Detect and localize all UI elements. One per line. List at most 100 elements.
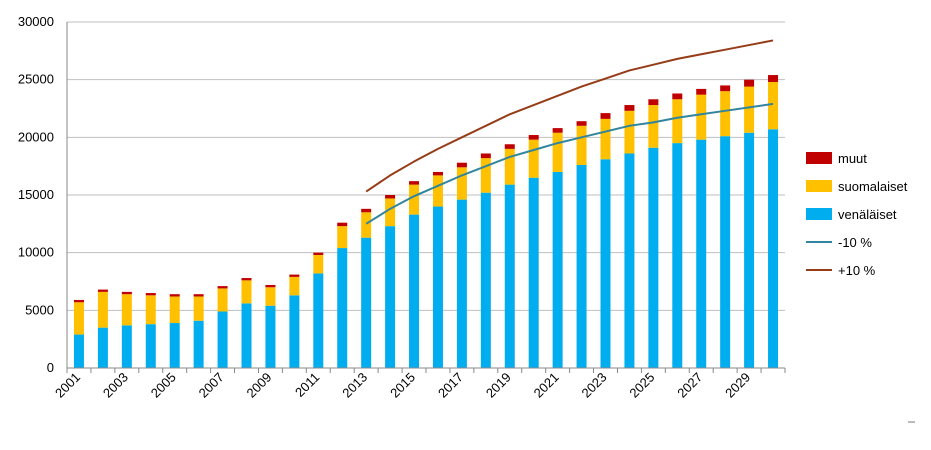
bar-suomalaiset: [720, 91, 731, 137]
bar-suomalaiset: [289, 276, 300, 296]
line-minus-10: [365, 102, 774, 225]
bar-muut: [768, 75, 779, 82]
bar-suomalaiset: [169, 296, 180, 324]
bar-muut: [265, 284, 276, 288]
bar-ven-l-iset: [289, 295, 300, 368]
bar-ven-l-iset: [504, 184, 515, 368]
bar-ven-l-iset: [648, 147, 659, 368]
x-tick-label: 2015: [387, 370, 418, 401]
x-tick-label: 2025: [626, 370, 657, 401]
legend: muut suomalaiset venäläiset -10 % +10 %: [806, 151, 908, 278]
bar-suomalaiset: [217, 288, 228, 312]
x-tick-label: 2009: [243, 370, 274, 401]
y-tick-label: 30000: [18, 14, 54, 29]
bar-muut: [576, 121, 587, 126]
bar-muut: [313, 252, 324, 255]
bar-muut: [385, 195, 396, 199]
line-plus-10: [365, 39, 774, 193]
bar-ven-l-iset: [600, 159, 611, 368]
y-tick-label: 5000: [25, 302, 54, 317]
bar-ven-l-iset: [768, 129, 779, 368]
legend-swatch: [806, 152, 832, 164]
bar-ven-l-iset: [313, 273, 324, 368]
bar-muut: [672, 93, 683, 100]
bar-muut: [241, 278, 252, 281]
bar-ven-l-iset: [193, 320, 204, 368]
bar-suomalaiset: [313, 254, 324, 274]
bar-muut: [409, 181, 420, 185]
bar-muut: [648, 99, 659, 106]
bar-suomalaiset: [361, 212, 372, 238]
bar-muut: [456, 162, 467, 168]
bar-muut: [744, 79, 755, 87]
bar-ven-l-iset: [480, 192, 491, 368]
bar-ven-l-iset: [361, 237, 372, 368]
y-tick-label: 10000: [18, 245, 54, 260]
axes: 0 5000 10000 15000 20000 25000 30000 2001 2003 20…: [18, 14, 786, 401]
bar-suomalaiset: [121, 294, 132, 326]
bar-muut: [169, 294, 180, 297]
bar-muut: [217, 286, 228, 289]
bar-suomalaiset: [265, 287, 276, 306]
bar-muut: [289, 274, 300, 277]
bar-muut: [337, 222, 348, 227]
bar-muut: [193, 294, 204, 297]
bar-suomalaiset: [337, 226, 348, 249]
x-tick-label: 2001: [52, 370, 83, 401]
bar-suomalaiset: [432, 175, 443, 207]
bar-suomalaiset: [648, 105, 659, 148]
y-tick-label: 0: [47, 360, 54, 375]
bar-ven-l-iset: [528, 177, 539, 368]
legend-label: -10 %: [838, 235, 872, 250]
bar-muut: [552, 128, 563, 133]
bar-muut: [432, 171, 443, 176]
bar-ven-l-iset: [385, 226, 396, 368]
bar-ven-l-iset: [696, 139, 707, 368]
bar-muut: [97, 289, 108, 292]
legend-label: muut: [838, 151, 867, 166]
y-tick-label: 20000: [18, 129, 54, 144]
bar-suomalaiset: [528, 139, 539, 178]
bar-ven-l-iset: [97, 327, 108, 368]
x-tick-label: 2005: [148, 370, 179, 401]
legend-label: suomalaiset: [838, 179, 908, 194]
bar-ven-l-iset: [432, 206, 443, 368]
bar-suomalaiset: [552, 132, 563, 172]
legend-swatch: [806, 208, 832, 220]
bar-suomalaiset: [600, 118, 611, 160]
bar-suomalaiset: [456, 167, 467, 200]
bar-ven-l-iset: [145, 324, 156, 368]
legend-label: venäläiset: [838, 207, 897, 222]
bar-suomalaiset: [696, 94, 707, 140]
x-tick-label: 2003: [100, 370, 131, 401]
bar-ven-l-iset: [241, 303, 252, 368]
bar-suomalaiset: [768, 81, 779, 130]
bar-muut: [696, 88, 707, 95]
bar-muut: [73, 299, 84, 303]
bar-ven-l-iset: [169, 323, 180, 368]
x-tick-label: 2013: [339, 370, 370, 401]
y-tick-label: 25000: [18, 72, 54, 87]
legend-swatch: [806, 180, 832, 192]
x-tick-label: 2017: [435, 370, 466, 401]
bar-ven-l-iset: [121, 325, 132, 368]
bar-ven-l-iset: [672, 143, 683, 368]
bar-suomalaiset: [576, 125, 587, 166]
bar-muut: [504, 144, 515, 149]
x-tick-label: 2019: [483, 370, 514, 401]
bar-suomalaiset: [624, 110, 635, 154]
bar-ven-l-iset: [576, 165, 587, 368]
bar-suomalaiset: [241, 280, 252, 304]
x-tick-label: 2011: [292, 370, 322, 400]
bar-suomalaiset: [480, 158, 491, 193]
bar-ven-l-iset: [552, 171, 563, 368]
x-tick-label: 2027: [674, 370, 705, 401]
bar-muut: [480, 153, 491, 159]
bar-ven-l-iset: [744, 132, 755, 368]
lines: [365, 39, 774, 225]
bar-ven-l-iset: [265, 305, 276, 368]
bar-ven-l-iset: [720, 136, 731, 368]
bar-muut: [528, 135, 539, 140]
bar-muut: [720, 85, 731, 92]
